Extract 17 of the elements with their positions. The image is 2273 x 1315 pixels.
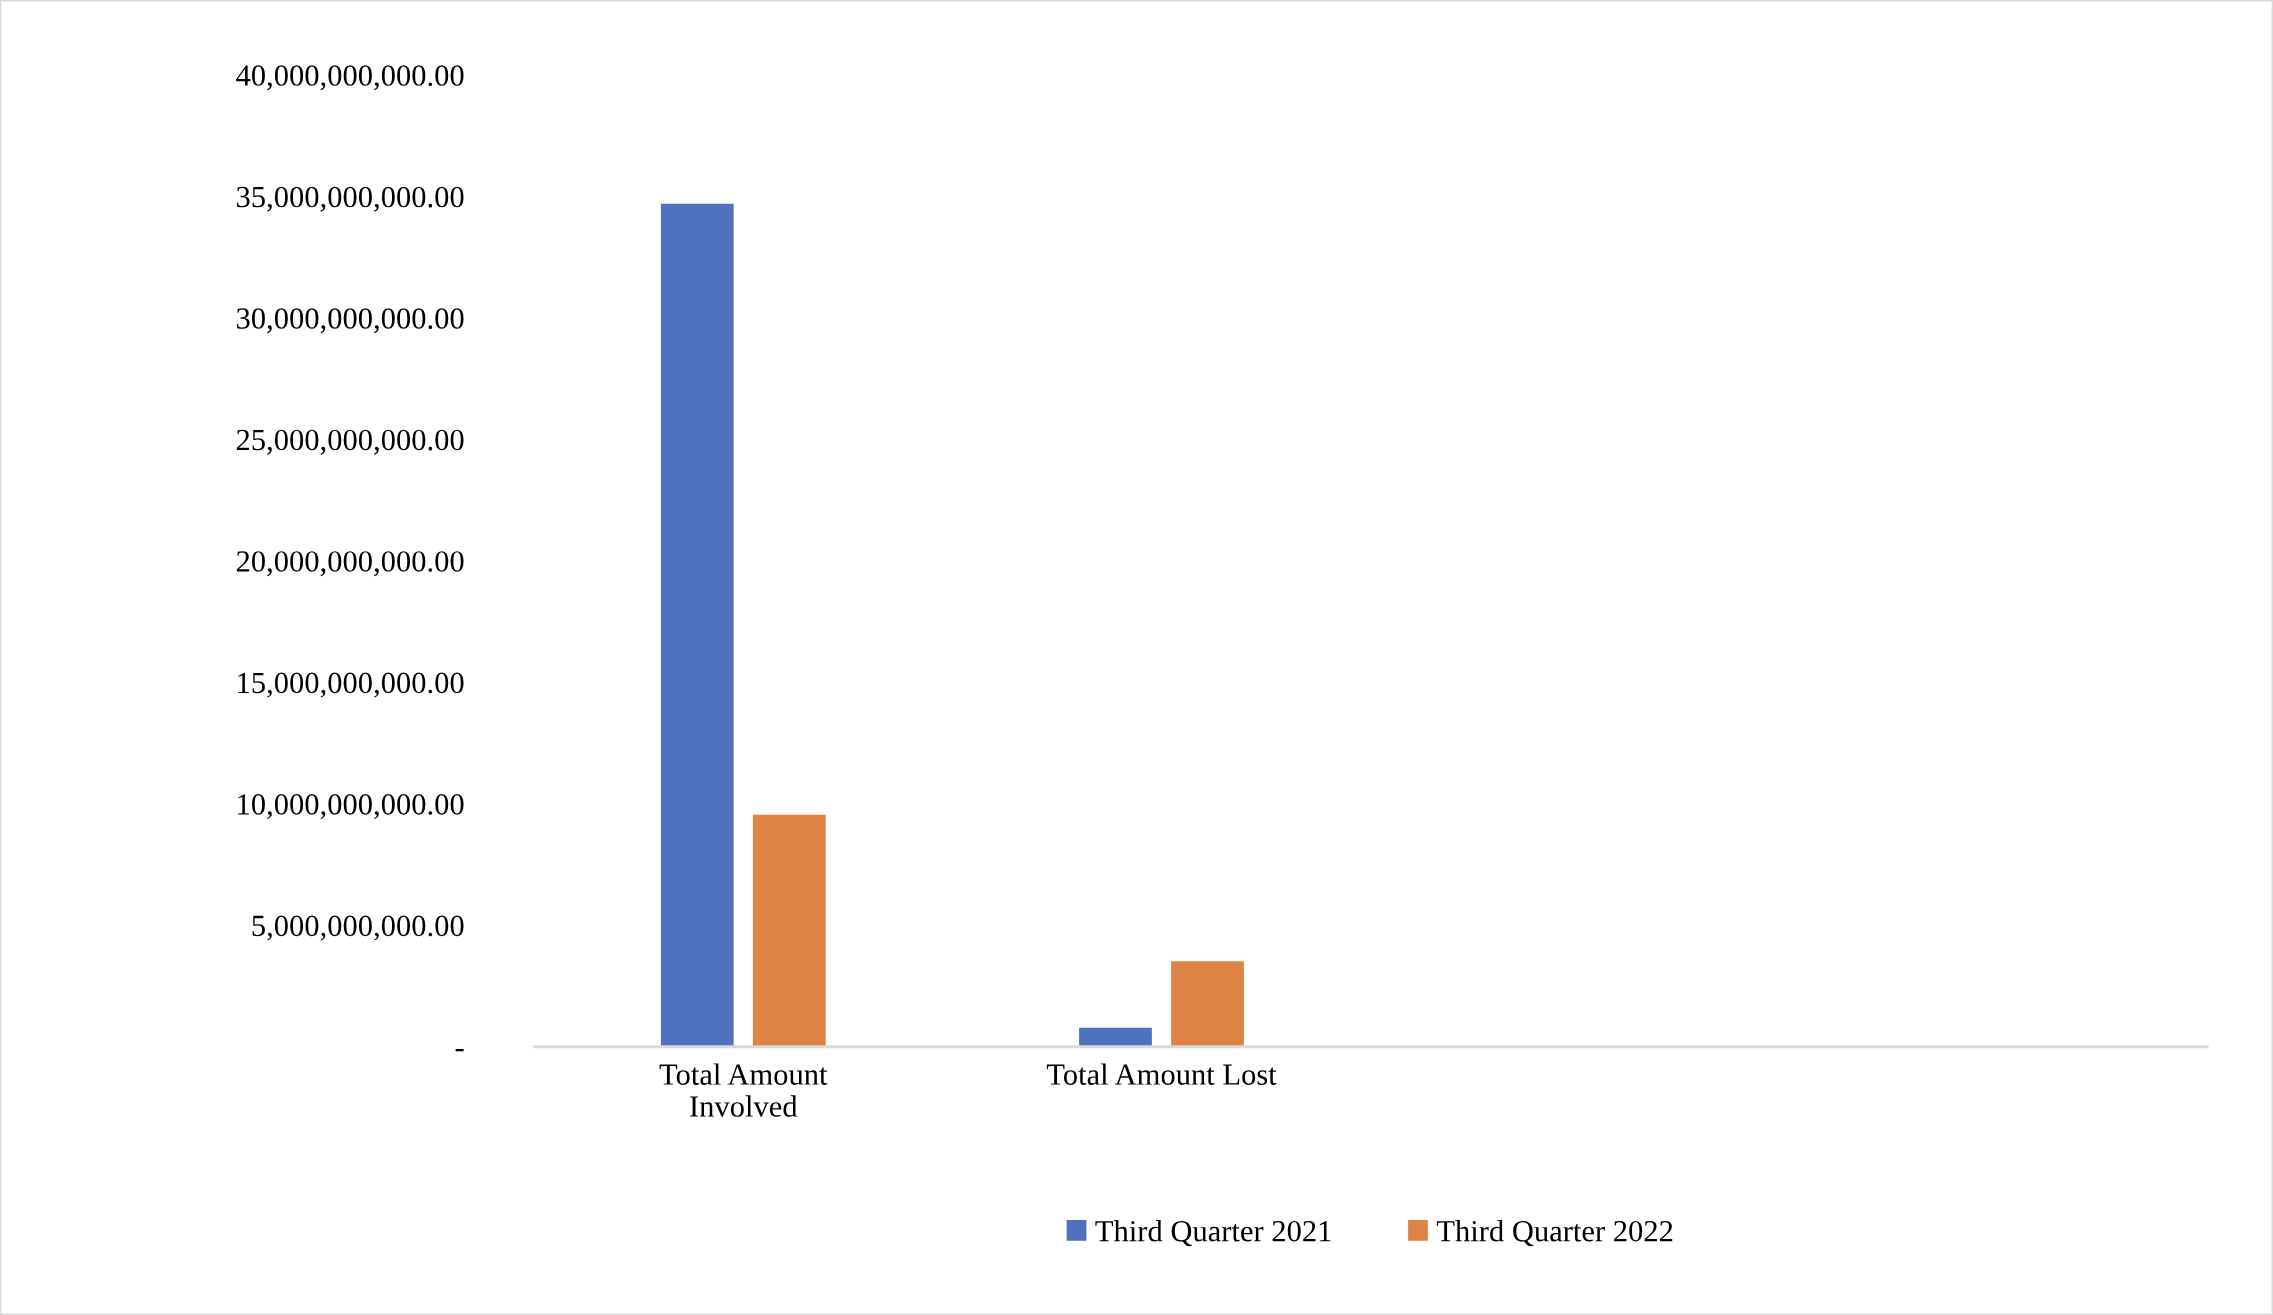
y-tick-label: 20,000,000,000.00 [236,551,464,577]
y-tick-label: 5,000,000,000.00 [252,915,464,941]
x-tick-label: Total Amount Involved [659,1063,828,1117]
x-tick-label: Total Amount Lost [1046,1063,1277,1085]
y-tick-label: 25,000,000,000.00 [236,429,464,455]
y-tick-label: 35,000,000,000.00 [237,186,464,212]
bar [752,814,826,1047]
bar [1079,1027,1152,1047]
y-tick-label: - [455,1049,464,1052]
bar [660,203,734,1047]
legend-label: Third Quarter 2022 [1436,1220,1673,1247]
y-tick-label: 40,000,000,000.00 [236,65,464,91]
legend-label: Third Quarter 2021 [1095,1220,1331,1247]
bar [1171,961,1244,1047]
y-tick-label: 15,000,000,000.00 [238,672,464,698]
y-tick-label: 30,000,000,000.00 [237,308,464,334]
y-tick-label: 10,000,000,000.00 [238,794,464,820]
